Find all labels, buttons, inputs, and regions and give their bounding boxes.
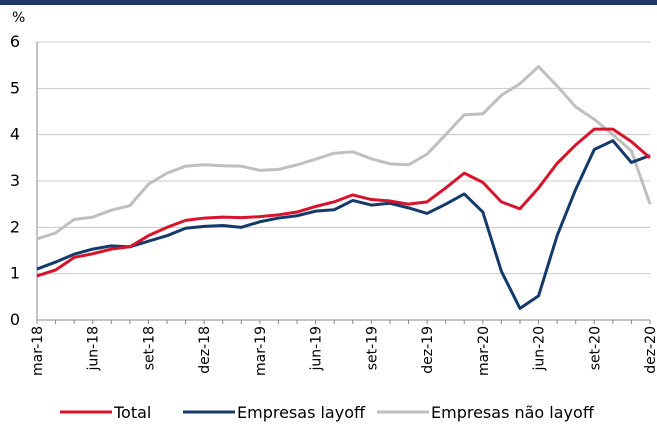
x-tick-label: dez-20 [643,326,657,374]
x-tick-label: set-18 [141,326,157,370]
y-axis-label: % [12,10,25,26]
top-bar [0,0,657,5]
legend-label: Empresas layoff [237,403,366,422]
x-tick-label: mar-19 [253,326,269,376]
y-tick-label: 5 [10,78,20,97]
y-tick-label: 1 [10,264,20,283]
x-tick-label: dez-19 [420,326,436,374]
y-tick-label: 4 [10,125,20,144]
x-tick-label: mar-18 [30,326,46,376]
legend-label: Empresas não layoff [431,403,595,422]
x-tick-label: jun-18 [86,326,102,372]
x-tick-label: set-20 [587,326,603,370]
y-tick-label: 3 [10,171,20,190]
series-line [36,139,651,310]
y-tick-label: 6 [10,32,20,51]
x-tick-label: jun-19 [309,326,325,372]
x-tick-label: dez-18 [197,326,213,374]
legend-label: Total [113,403,151,422]
y-tick-label: 0 [10,310,20,329]
x-tick-label: mar-20 [476,326,492,376]
series-line [36,65,652,241]
series-line [36,127,651,278]
x-tick-label: set-19 [364,326,380,370]
y-tick-label: 2 [10,217,20,236]
x-tick-label: jun-20 [532,326,548,372]
